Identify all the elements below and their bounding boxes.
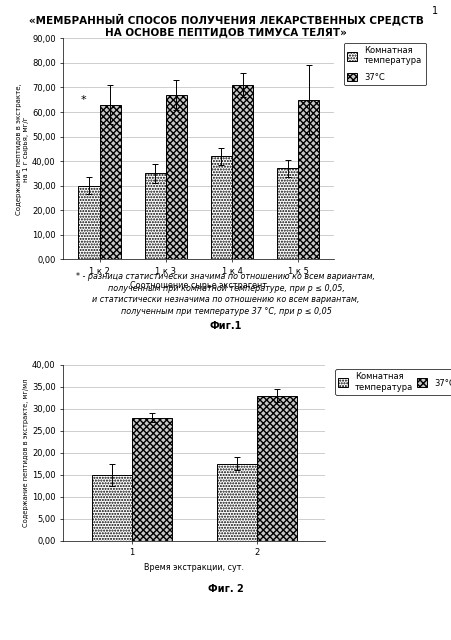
Bar — [231, 85, 253, 259]
Bar — [216, 464, 256, 541]
X-axis label: Соотношение сырье экстрагент: Соотношение сырье экстрагент — [130, 282, 267, 291]
Text: Фиг. 2: Фиг. 2 — [207, 584, 244, 594]
Text: * - разница статистически значима по отношению ко всем вариантам,: * - разница статистически значима по отн… — [76, 272, 375, 281]
Text: *: * — [81, 95, 87, 105]
Text: НА ОСНОВЕ ПЕПТИДОВ ТИМУСА ТЕЛЯТ»: НА ОСНОВЕ ПЕПТИДОВ ТИМУСА ТЕЛЯТ» — [105, 27, 346, 37]
Text: «МЕМБРАННЫЙ СПОСОБ ПОЛУЧЕНИЯ ЛЕКАРСТВЕННЫХ СРЕДСТВ: «МЕМБРАННЫЙ СПОСОБ ПОЛУЧЕНИЯ ЛЕКАРСТВЕНН… — [28, 14, 423, 26]
Bar — [99, 105, 120, 259]
Y-axis label: Содержание пептидов в экстракте, мг/мл: Содержание пептидов в экстракте, мг/мл — [23, 379, 29, 527]
Bar — [298, 100, 318, 259]
Legend: Комнатная
температура, 37°С: Комнатная температура, 37°С — [334, 369, 451, 395]
Text: 1: 1 — [431, 6, 437, 17]
Bar — [276, 168, 298, 259]
Legend: Комнатная
температура, 37°С: Комнатная температура, 37°С — [343, 43, 425, 85]
Bar — [256, 396, 296, 541]
Text: полученным при комнатной температуре, при р ≤ 0,05,: полученным при комнатной температуре, пр… — [107, 284, 344, 292]
Text: полученным при температуре 37 °С, при р ≤ 0,05: полученным при температуре 37 °С, при р … — [120, 307, 331, 316]
Bar — [92, 475, 132, 541]
Bar — [132, 417, 171, 541]
Y-axis label: Содержание пептидов в экстракте,
на 1 г сырья, мг/г: Содержание пептидов в экстракте, на 1 г … — [16, 83, 29, 214]
Bar — [166, 95, 187, 259]
Text: и статистически незначима по отношению ко всем вариантам,: и статистически незначима по отношению к… — [92, 295, 359, 304]
X-axis label: Время экстракции, сут.: Время экстракции, сут. — [144, 563, 244, 572]
Bar — [210, 156, 231, 259]
Bar — [78, 186, 99, 259]
Text: Фиг.1: Фиг.1 — [209, 321, 242, 332]
Bar — [144, 173, 166, 259]
